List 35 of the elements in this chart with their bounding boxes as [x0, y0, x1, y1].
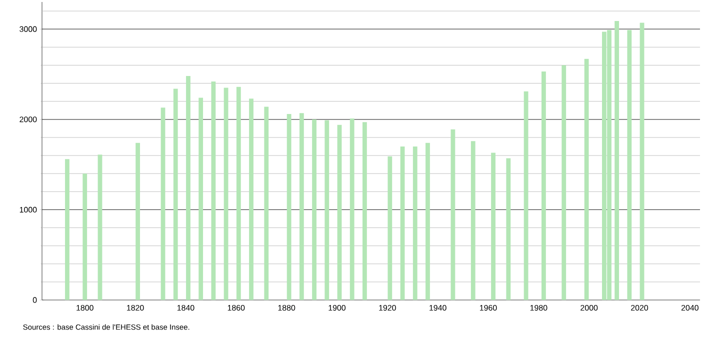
bar	[400, 146, 405, 300]
bar	[224, 88, 228, 300]
bar	[388, 156, 392, 300]
bar	[324, 120, 330, 300]
bar	[236, 86, 241, 300]
bar	[350, 118, 354, 300]
bar	[299, 113, 304, 300]
bar	[524, 91, 528, 300]
bar	[173, 88, 178, 300]
bar	[312, 119, 316, 300]
bar	[211, 81, 216, 300]
bar	[98, 154, 102, 300]
bar	[450, 129, 456, 300]
bar	[82, 174, 88, 300]
bar	[426, 142, 430, 300]
bar	[491, 152, 496, 300]
bar	[264, 106, 269, 300]
bar	[614, 20, 620, 300]
bar	[506, 158, 511, 300]
bar	[337, 124, 342, 300]
bar	[562, 65, 566, 300]
bar	[412, 146, 418, 300]
bar	[136, 142, 140, 300]
bar	[198, 98, 204, 300]
bar	[286, 114, 292, 300]
bar	[640, 22, 644, 300]
bar	[470, 141, 476, 300]
bar	[627, 30, 632, 300]
bar	[186, 76, 190, 300]
bar	[584, 58, 589, 300]
bar	[362, 122, 367, 300]
bar	[65, 159, 70, 300]
bar	[542, 72, 546, 300]
bar	[160, 108, 166, 300]
bar	[249, 98, 254, 300]
